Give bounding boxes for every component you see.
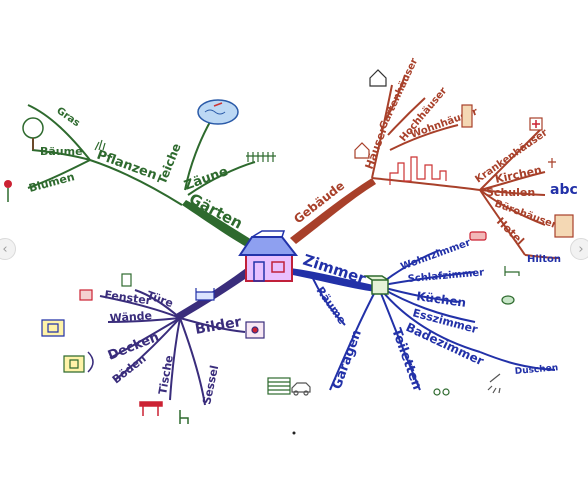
bed-icon xyxy=(504,266,520,276)
table-icon xyxy=(139,401,163,416)
skyline-icon xyxy=(389,156,447,185)
node-schlafzimmer: Schlafzimmer xyxy=(407,267,484,285)
node-blumen: Blumen xyxy=(27,170,76,195)
house-small-icon xyxy=(354,142,370,159)
branch-line-waende xyxy=(107,317,181,323)
branch-line-sessel xyxy=(179,317,206,406)
branch-line-pflanzen xyxy=(89,159,183,206)
car-icon xyxy=(291,382,311,396)
church-icon xyxy=(548,158,556,168)
hotel-building-icon xyxy=(554,214,574,238)
node-schulen: Schulen xyxy=(486,186,535,199)
branch-line-teiche xyxy=(184,121,211,191)
garden-house-icon xyxy=(369,69,387,87)
fence-icon xyxy=(246,152,276,162)
node-sessel: Sessel xyxy=(200,364,221,406)
tree-icon xyxy=(22,117,44,150)
branch-line-zaeune xyxy=(187,161,256,196)
central-house-icon xyxy=(238,230,299,282)
bracket-icon xyxy=(87,351,94,373)
next-slide-button[interactable]: › xyxy=(570,238,588,260)
chair-icon xyxy=(179,410,189,424)
branch-line-hochhaeuser xyxy=(387,97,426,136)
bilder-branches xyxy=(99,289,246,406)
sofa-icon xyxy=(469,231,487,241)
branch-line-hotel xyxy=(479,189,526,256)
toilet-icon xyxy=(433,388,450,396)
branch-line-duschen xyxy=(479,351,556,371)
room-box-icon xyxy=(363,275,389,295)
door-icon xyxy=(121,273,132,287)
grass-icon xyxy=(94,139,106,151)
branch-line-baeume xyxy=(31,149,91,161)
branch-line-toiletten xyxy=(377,285,421,391)
branch-line-fenster xyxy=(99,295,181,319)
gebaeude-branches xyxy=(371,74,561,259)
branch-line-decken xyxy=(109,317,181,359)
node-fenster: Fenster xyxy=(104,288,153,308)
window-icon xyxy=(79,289,93,301)
branch-line-boeden xyxy=(114,317,181,381)
node-hilton: Hilton xyxy=(527,254,561,265)
branch-line-raeume xyxy=(309,271,346,326)
branch-line-gartenhaeuser xyxy=(384,74,406,121)
branch-gaerten-trunk xyxy=(182,200,266,255)
branch-line-main-split xyxy=(371,177,481,191)
chevron-left-icon: ‹ xyxy=(2,241,8,257)
branch-line-haeuser xyxy=(371,84,393,179)
node-kuechen: Küchen xyxy=(416,289,467,310)
armchair-icon xyxy=(195,288,215,301)
gaerten-branches xyxy=(27,104,256,206)
branch-line-bilder xyxy=(179,317,246,333)
pond-icon xyxy=(197,99,239,125)
branch-line-tuere xyxy=(134,289,181,319)
branch-gebaeude-trunk xyxy=(290,178,376,244)
branch-line-gras xyxy=(27,104,91,161)
branch-line-garagen xyxy=(329,285,379,391)
branch-label-bilder: Bilder xyxy=(194,314,243,338)
branch-line-krankenhaeuser xyxy=(479,129,541,191)
previous-slide-button[interactable]: ‹ xyxy=(0,238,16,260)
highrise-icon xyxy=(461,104,473,128)
branch-line-kirchen xyxy=(479,171,546,191)
branch-bilder-trunk xyxy=(176,262,258,320)
branch-line-wohnhaeuser xyxy=(389,124,459,151)
branch-line-buerohaeuser xyxy=(479,189,546,226)
ceiling-floor-icon xyxy=(63,355,85,373)
node-duschen: Duschen xyxy=(514,363,558,377)
dot-marker xyxy=(292,431,296,435)
branch-line-badezimmer xyxy=(377,285,481,353)
garage-icon xyxy=(267,377,291,395)
node-garagen: Garagen xyxy=(330,328,365,391)
chevron-right-icon: › xyxy=(578,241,584,257)
branch-line-hilton xyxy=(524,254,561,259)
node-hotel: Hotel xyxy=(494,215,527,248)
label-abc: abc xyxy=(550,182,578,198)
flower-icon xyxy=(4,180,12,202)
picture-icon xyxy=(245,321,265,339)
branch-line-schulen xyxy=(479,189,546,196)
node-baeume: Bäume xyxy=(40,145,83,158)
node-wohnzimmer: Wohnzimmer xyxy=(399,237,472,273)
branch-line-blumen xyxy=(27,159,91,189)
wall-frame-icon xyxy=(41,319,65,337)
node-raeume: Räume xyxy=(314,284,349,326)
hospital-icon xyxy=(529,117,543,131)
shower-icon xyxy=(487,373,501,394)
branch-line-tische xyxy=(169,317,181,401)
pot-icon xyxy=(501,295,515,305)
node-teiche: Teiche xyxy=(155,141,184,186)
node-waende: Wände xyxy=(109,309,152,325)
